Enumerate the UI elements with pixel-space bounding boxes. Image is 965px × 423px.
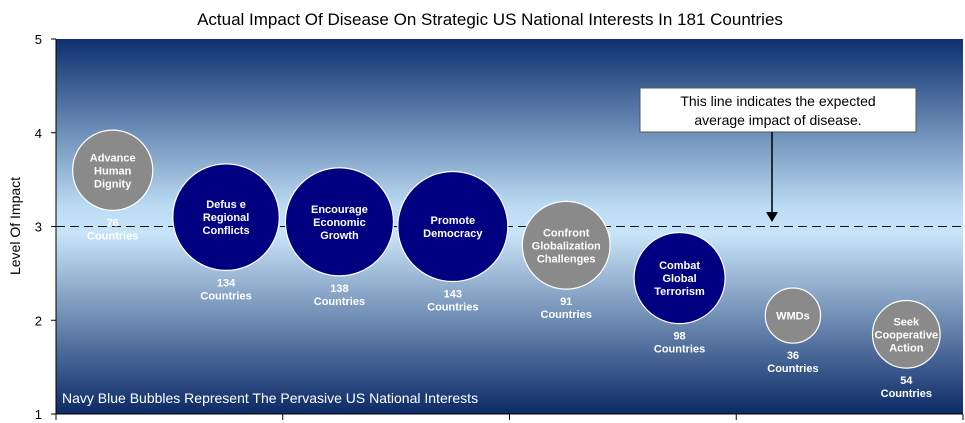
footnote: Navy Blue Bubbles Represent The Pervasiv… [62,390,478,406]
y-tick-label: 2 [35,313,42,328]
country-count-label: Countries [541,309,592,321]
bubble-label: Action [889,342,924,354]
y-tick-label: 4 [35,126,42,141]
bubble-label: Dignity [94,178,132,190]
pervasive-interest-bubble [284,167,395,277]
interest-bubble [871,299,941,369]
bubble-label: Cooperative [875,329,939,341]
y-tick-label: 5 [35,32,42,47]
bubble-label: WMDs [776,311,810,323]
bubble-label: Promote [431,215,476,227]
country-count-label: 36 [787,350,799,362]
bubble-label: Democracy [423,228,483,240]
bubble-label: Defus e [206,199,246,211]
country-count-label: 76 [107,217,119,229]
country-count-label: 134 [217,277,236,289]
country-count-label: Countries [881,388,932,400]
bubble-label: Confront [543,227,590,239]
country-count-label: Countries [654,344,705,356]
country-count-label: 54 [900,375,913,387]
bubble-label: Terrorism [654,286,705,298]
country-count-label: 138 [330,283,348,295]
bubble-label: Combat [659,260,700,272]
x-axis [55,413,964,420]
interest-bubble [521,200,611,290]
y-axis: 1 2 3 4 5 [35,32,57,422]
pervasive-interest-bubble [172,163,280,271]
callout: This line indicates the expected average… [639,87,917,222]
y-tick-label: 1 [35,407,42,422]
bubble-label: Conflicts [203,225,250,237]
country-count-label: Countries [427,302,478,314]
bubble-label: Economic [313,217,366,229]
country-count-label: 98 [673,331,685,343]
callout-arrow-head [766,212,778,222]
y-axis-label: Level Of Impact [7,177,23,275]
bubble-label: Encourage [311,204,368,216]
pervasive-interest-bubble [633,231,726,325]
pervasive-interest-bubble [397,170,509,283]
bubble-label: Global [662,273,696,285]
bubble-label: Human [94,165,132,177]
bubble-label: Regional [203,212,249,224]
y-tick-label: 3 [35,220,42,235]
country-count-label: Countries [87,230,138,242]
country-count-label: Countries [200,290,251,302]
chart-title: Actual Impact Of Disease On Strategic US… [197,10,783,29]
country-count-label: 91 [560,296,572,308]
country-count-label: Countries [767,363,818,375]
country-count-label: 143 [444,289,462,301]
callout-line-2: average impact of disease. [694,112,861,128]
bubble-label: Advance [90,152,136,164]
bubble-label: Growth [320,230,359,242]
interest-bubble [71,129,154,211]
bubble-label: Challenges [537,253,596,265]
country-count-label: Countries [314,296,365,308]
bubble-label: Seek [893,316,920,328]
interest-bubble [764,287,822,344]
bubble-label: Globalization [532,240,601,252]
callout-box [639,87,917,133]
callout-line-1: This line indicates the expected [680,93,875,109]
